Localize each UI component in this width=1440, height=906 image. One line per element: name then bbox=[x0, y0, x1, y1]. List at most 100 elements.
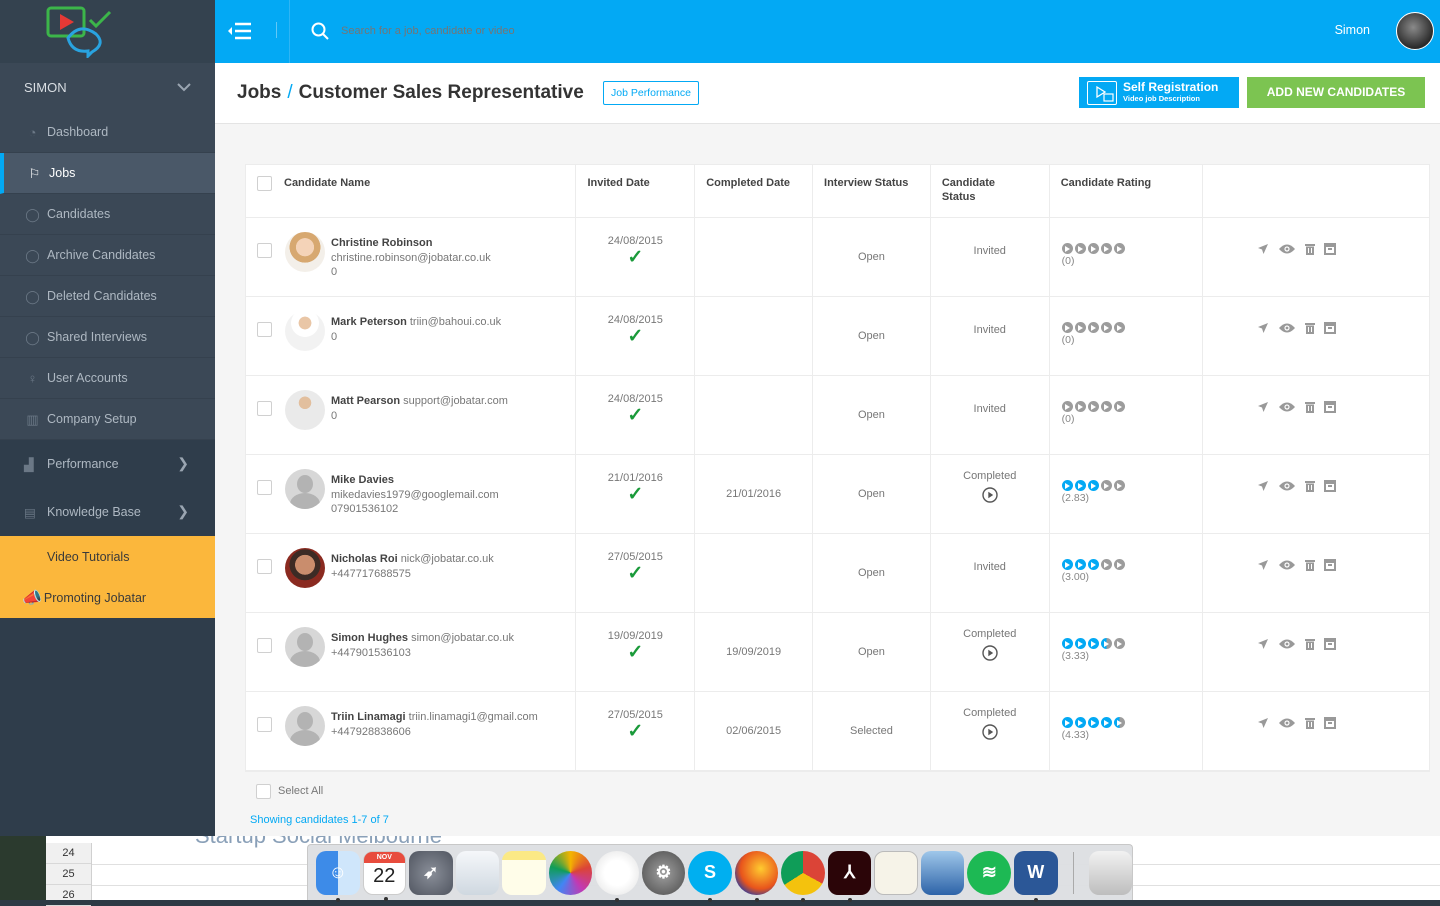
rating-dot[interactable] bbox=[1074, 638, 1086, 649]
rating-dot[interactable] bbox=[1087, 559, 1099, 570]
select-all-label[interactable]: Select All bbox=[278, 785, 324, 797]
send-icon[interactable] bbox=[1257, 322, 1269, 334]
rating-dot[interactable] bbox=[1100, 717, 1112, 728]
sidebar-item-user-accounts[interactable]: ♀ User Accounts bbox=[0, 358, 215, 399]
archive-box-icon[interactable] bbox=[1324, 322, 1337, 334]
archive-box-icon[interactable] bbox=[1324, 638, 1337, 650]
rating-dot[interactable] bbox=[1061, 401, 1073, 412]
rating-dot[interactable] bbox=[1074, 401, 1086, 412]
rating-dot[interactable] bbox=[1074, 559, 1086, 570]
rating-dot[interactable] bbox=[1074, 480, 1086, 491]
sidebar-item-archive-candidates[interactable]: ◯ Archive Candidates bbox=[0, 235, 215, 276]
rating-dot[interactable] bbox=[1113, 401, 1125, 412]
rating-dot[interactable] bbox=[1113, 322, 1125, 333]
avatar[interactable] bbox=[1396, 12, 1434, 50]
menu-toggle-icon[interactable] bbox=[227, 20, 253, 42]
rating-dot[interactable] bbox=[1087, 401, 1099, 412]
rating-dot[interactable] bbox=[1113, 243, 1125, 254]
sidebar-item-deleted-candidates[interactable]: ◯ Deleted Candidates bbox=[0, 276, 215, 317]
row-checkbox[interactable] bbox=[257, 638, 272, 653]
sidebar-item-video-tutorials[interactable]: Video Tutorials bbox=[0, 536, 215, 577]
eye-icon[interactable] bbox=[1278, 638, 1296, 650]
column-header-completed-date[interactable]: Completed Date bbox=[695, 165, 814, 217]
job-performance-button[interactable]: Job Performance bbox=[603, 81, 699, 105]
rating-dot[interactable] bbox=[1100, 480, 1112, 491]
rating-dot[interactable] bbox=[1087, 480, 1099, 491]
sidebar-item-company-setup[interactable]: ▥ Company Setup bbox=[0, 399, 215, 440]
archive-box-icon[interactable] bbox=[1324, 243, 1337, 255]
eye-icon[interactable] bbox=[1278, 243, 1296, 255]
sidebar-item-promoting-jobatar[interactable]: 📣 Promoting Jobatar bbox=[0, 577, 215, 618]
dock-app-chrome[interactable] bbox=[781, 850, 825, 902]
dock-app-itunes[interactable]: ♫ bbox=[595, 850, 639, 902]
candidate-name[interactable]: Mark Peterson bbox=[331, 316, 407, 328]
dock-app-acrobat[interactable]: ⅄ bbox=[827, 850, 872, 902]
dock-app-word[interactable]: W bbox=[1014, 850, 1058, 902]
add-new-candidates-button[interactable]: ADD NEW CANDIDATES bbox=[1247, 77, 1425, 108]
sidebar-item-shared-interviews[interactable]: ◯ Shared Interviews bbox=[0, 317, 215, 358]
rating-dot[interactable] bbox=[1061, 717, 1073, 728]
row-checkbox[interactable] bbox=[257, 401, 272, 416]
user-menu[interactable]: SIMON bbox=[0, 63, 215, 112]
dock-app-trash[interactable] bbox=[1088, 850, 1133, 895]
send-icon[interactable] bbox=[1257, 243, 1269, 255]
dock-app-system-preferences[interactable]: ⚙ bbox=[641, 850, 686, 895]
trash-icon[interactable] bbox=[1305, 322, 1316, 334]
row-checkbox[interactable] bbox=[257, 559, 272, 574]
trash-icon[interactable] bbox=[1305, 717, 1316, 729]
rating-dot[interactable] bbox=[1113, 638, 1125, 649]
trash-icon[interactable] bbox=[1305, 638, 1316, 650]
dock-app-firefox[interactable] bbox=[734, 850, 779, 902]
sidebar-item-candidates[interactable]: ◯ Candidates bbox=[0, 194, 215, 235]
rating-dot[interactable] bbox=[1113, 480, 1125, 491]
eye-icon[interactable] bbox=[1278, 717, 1296, 729]
column-header-candidate-name[interactable]: Candidate Name bbox=[246, 165, 577, 217]
rating-dot[interactable] bbox=[1074, 243, 1086, 254]
username-label[interactable]: Simon bbox=[1334, 23, 1370, 37]
column-header-candidate-status[interactable]: Candidate Status bbox=[931, 165, 1050, 217]
candidate-name[interactable]: Christine Robinson bbox=[331, 237, 433, 249]
candidate-name[interactable]: Matt Pearson bbox=[331, 395, 401, 407]
sidebar-group-performance[interactable]: ▟ Performance ❯ bbox=[0, 440, 215, 488]
send-icon[interactable] bbox=[1257, 401, 1269, 413]
rating-dot[interactable] bbox=[1061, 559, 1073, 570]
dock-app-spotify[interactable]: ≋ bbox=[967, 850, 1011, 895]
row-checkbox[interactable] bbox=[257, 322, 272, 337]
row-checkbox[interactable] bbox=[257, 243, 272, 258]
search-input[interactable] bbox=[341, 25, 641, 37]
sidebar-item-dashboard[interactable]: ◔ Dashboard bbox=[0, 112, 215, 153]
dock-app-photos[interactable] bbox=[548, 850, 593, 895]
rating-dot[interactable] bbox=[1061, 480, 1073, 491]
sidebar-item-jobs[interactable]: ⚐ Jobs bbox=[0, 153, 215, 194]
trash-icon[interactable] bbox=[1305, 480, 1316, 492]
candidate-name[interactable]: Mike Davies bbox=[331, 474, 394, 486]
row-checkbox[interactable] bbox=[257, 717, 272, 732]
trash-icon[interactable] bbox=[1305, 243, 1316, 255]
rating-dot[interactable] bbox=[1074, 717, 1086, 728]
eye-icon[interactable] bbox=[1278, 559, 1296, 571]
self-registration-button[interactable]: Self Registration Video job Description bbox=[1079, 77, 1239, 108]
breadcrumb-root[interactable]: Jobs bbox=[237, 82, 282, 103]
dock-app-preview[interactable] bbox=[455, 850, 500, 895]
archive-box-icon[interactable] bbox=[1324, 559, 1337, 571]
eye-icon[interactable] bbox=[1278, 401, 1296, 413]
rating-dot[interactable] bbox=[1100, 322, 1112, 333]
send-icon[interactable] bbox=[1257, 480, 1269, 492]
dock-app-finder[interactable]: ☺ bbox=[316, 850, 360, 902]
eye-icon[interactable] bbox=[1278, 322, 1296, 334]
trash-icon[interactable] bbox=[1305, 559, 1316, 571]
app-logo[interactable] bbox=[0, 0, 215, 63]
dock-app-image-capture[interactable] bbox=[920, 850, 965, 895]
send-icon[interactable] bbox=[1257, 638, 1269, 650]
rating-dot[interactable] bbox=[1100, 401, 1112, 412]
dock-app-notes[interactable] bbox=[502, 850, 546, 895]
rating-dot[interactable] bbox=[1100, 638, 1112, 649]
select-all-header-checkbox[interactable] bbox=[257, 176, 272, 191]
candidate-name[interactable]: Nicholas Roi bbox=[331, 553, 398, 565]
candidate-name[interactable]: Simon Hughes bbox=[331, 632, 409, 644]
play-video-icon[interactable] bbox=[982, 645, 998, 661]
sidebar-group-knowledge-base[interactable]: ▤ Knowledge Base ❯ bbox=[0, 488, 215, 536]
rating-dot[interactable] bbox=[1100, 559, 1112, 570]
play-video-icon[interactable] bbox=[982, 724, 998, 740]
rating-dot[interactable] bbox=[1087, 638, 1099, 649]
